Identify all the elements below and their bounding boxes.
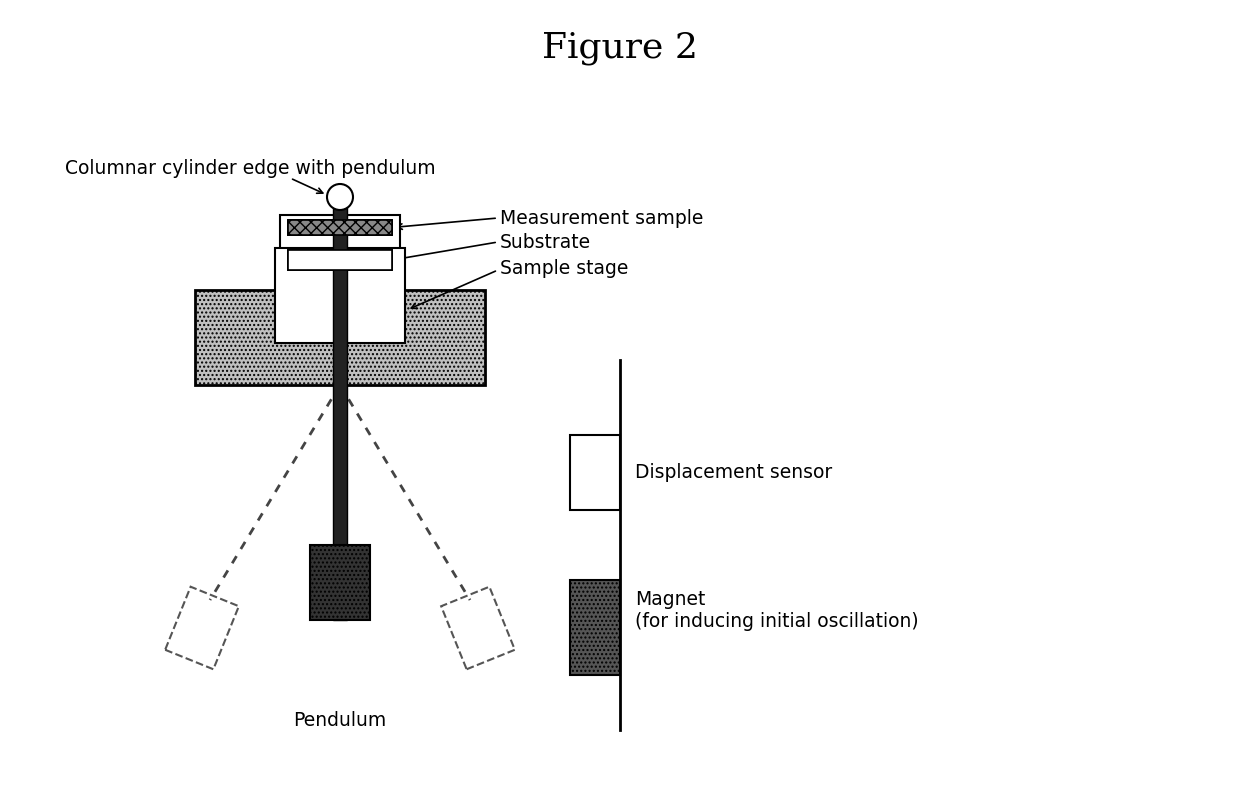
Bar — [570, 435, 620, 510]
Bar — [288, 250, 392, 270]
Polygon shape — [441, 586, 515, 669]
Text: Figure 2: Figure 2 — [542, 31, 698, 65]
Bar — [288, 250, 392, 270]
Bar — [275, 248, 405, 343]
Bar — [310, 545, 370, 620]
Text: Columnar cylinder edge with pendulum: Columnar cylinder edge with pendulum — [64, 158, 435, 178]
Text: Pendulum: Pendulum — [294, 710, 387, 730]
Text: Measurement sample: Measurement sample — [500, 208, 703, 228]
Circle shape — [327, 184, 353, 210]
Bar — [288, 220, 392, 235]
Bar — [288, 220, 392, 235]
Text: Magnet
(for inducing initial oscillation): Magnet (for inducing initial oscillation… — [635, 590, 919, 631]
Text: Displacement sensor: Displacement sensor — [635, 462, 832, 482]
Bar — [334, 197, 347, 620]
Bar — [280, 215, 401, 270]
Polygon shape — [165, 586, 239, 669]
Bar — [195, 290, 485, 385]
Bar — [570, 580, 620, 675]
Text: Substrate: Substrate — [500, 233, 591, 251]
Text: Sample stage: Sample stage — [500, 259, 629, 277]
Bar — [288, 220, 392, 235]
Bar — [288, 250, 392, 270]
